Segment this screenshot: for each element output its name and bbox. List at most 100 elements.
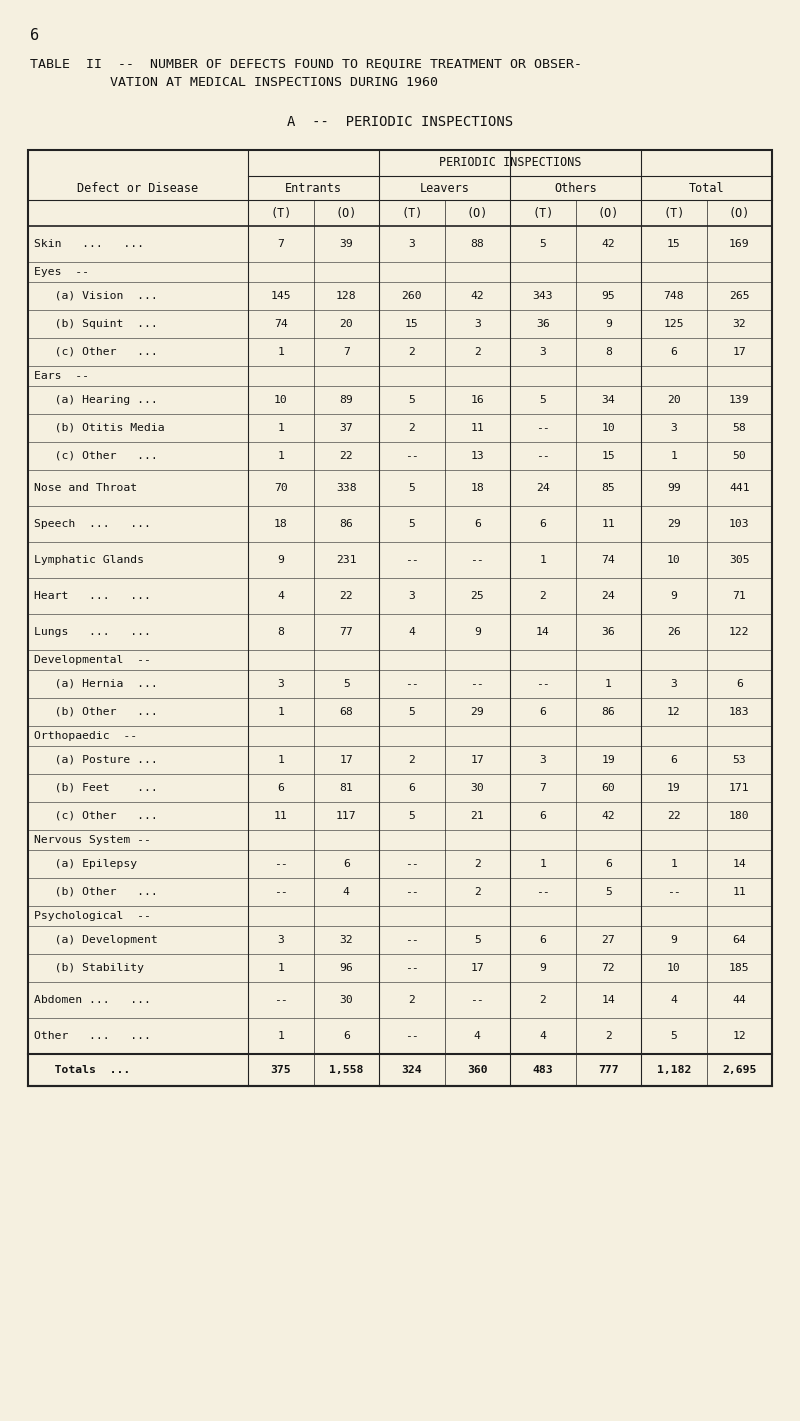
Text: 77: 77 (339, 627, 353, 637)
Text: (a) Posture ...: (a) Posture ... (34, 755, 158, 764)
Text: 21: 21 (470, 811, 484, 821)
Text: TABLE  II  --  NUMBER OF DEFECTS FOUND TO REQUIRE TREATMENT OR OBSER-: TABLE II -- NUMBER OF DEFECTS FOUND TO R… (30, 58, 582, 71)
Text: 265: 265 (729, 291, 750, 301)
Text: 19: 19 (667, 783, 681, 793)
Text: 17: 17 (339, 755, 353, 764)
Text: 18: 18 (470, 483, 484, 493)
Text: 29: 29 (470, 708, 484, 718)
Text: 25: 25 (470, 591, 484, 601)
Text: 1,558: 1,558 (329, 1064, 363, 1076)
Text: 42: 42 (602, 239, 615, 249)
Text: 1: 1 (539, 556, 546, 566)
Text: --: -- (470, 679, 484, 689)
Text: 6: 6 (30, 28, 39, 43)
Text: 53: 53 (732, 755, 746, 764)
Text: 64: 64 (732, 935, 746, 945)
Text: 16: 16 (470, 395, 484, 405)
Text: 10: 10 (602, 423, 615, 433)
Text: --: -- (405, 935, 418, 945)
Text: --: -- (667, 887, 681, 897)
Text: 19: 19 (602, 755, 615, 764)
Text: 9: 9 (278, 556, 284, 566)
Text: 4: 4 (474, 1032, 481, 1042)
Text: 12: 12 (732, 1032, 746, 1042)
Text: 2: 2 (408, 995, 415, 1005)
Text: Other   ...   ...: Other ... ... (34, 1032, 151, 1042)
Text: 10: 10 (667, 963, 681, 973)
Text: 11: 11 (602, 519, 615, 529)
Text: (c) Other   ...: (c) Other ... (34, 811, 158, 821)
Text: Leavers: Leavers (419, 182, 470, 195)
Text: (c) Other   ...: (c) Other ... (34, 347, 158, 357)
Text: 3: 3 (278, 679, 284, 689)
Text: 10: 10 (274, 395, 288, 405)
Text: 7: 7 (278, 239, 284, 249)
Text: 5: 5 (408, 483, 415, 493)
Text: (a) Development: (a) Development (34, 935, 158, 945)
Text: --: -- (405, 679, 418, 689)
Text: 1,182: 1,182 (657, 1064, 691, 1076)
Text: 6: 6 (408, 783, 415, 793)
Text: 74: 74 (274, 318, 288, 330)
Text: 5: 5 (605, 887, 612, 897)
Text: 5: 5 (408, 395, 415, 405)
Text: --: -- (536, 679, 550, 689)
Text: 4: 4 (408, 627, 415, 637)
Text: 89: 89 (339, 395, 353, 405)
Text: 139: 139 (729, 395, 750, 405)
Text: --: -- (405, 450, 418, 460)
Text: 7: 7 (539, 783, 546, 793)
Text: 42: 42 (602, 811, 615, 821)
Text: 6: 6 (278, 783, 284, 793)
Text: 1: 1 (278, 963, 284, 973)
Bar (28, 151, 772, 1086)
Text: 5: 5 (539, 395, 546, 405)
Text: 2: 2 (408, 755, 415, 764)
Text: 11: 11 (274, 811, 288, 821)
Text: 1: 1 (278, 708, 284, 718)
Text: 3: 3 (408, 239, 415, 249)
Text: 95: 95 (602, 291, 615, 301)
Text: 29: 29 (667, 519, 681, 529)
Text: 14: 14 (536, 627, 550, 637)
Text: 36: 36 (536, 318, 550, 330)
Text: 6: 6 (605, 860, 612, 870)
Text: 37: 37 (339, 423, 353, 433)
Text: 2: 2 (539, 591, 546, 601)
Text: 39: 39 (339, 239, 353, 249)
Text: 1: 1 (605, 679, 612, 689)
Text: 99: 99 (667, 483, 681, 493)
Text: 60: 60 (602, 783, 615, 793)
Text: (O): (O) (466, 206, 488, 219)
Text: (b) Other   ...: (b) Other ... (34, 708, 158, 718)
Text: 2: 2 (474, 887, 481, 897)
Text: 2: 2 (408, 347, 415, 357)
Text: 7: 7 (343, 347, 350, 357)
Text: 6: 6 (670, 755, 677, 764)
Text: Psychological  --: Psychological -- (34, 911, 151, 921)
Text: 70: 70 (274, 483, 288, 493)
Text: 15: 15 (667, 239, 681, 249)
Text: --: -- (405, 860, 418, 870)
Text: 17: 17 (732, 347, 746, 357)
Text: --: -- (536, 423, 550, 433)
Text: 14: 14 (602, 995, 615, 1005)
Text: 360: 360 (467, 1064, 487, 1076)
Text: --: -- (405, 963, 418, 973)
Text: 85: 85 (602, 483, 615, 493)
Text: Totals  ...: Totals ... (34, 1064, 130, 1076)
Text: 6: 6 (539, 935, 546, 945)
Text: 68: 68 (339, 708, 353, 718)
Text: 20: 20 (339, 318, 353, 330)
Text: 3: 3 (670, 679, 677, 689)
Text: 260: 260 (402, 291, 422, 301)
Text: 17: 17 (470, 963, 484, 973)
Text: 4: 4 (539, 1032, 546, 1042)
Text: Ears  --: Ears -- (34, 371, 89, 381)
Text: 30: 30 (339, 995, 353, 1005)
Text: PERIODIC INSPECTIONS: PERIODIC INSPECTIONS (438, 156, 582, 169)
Text: 81: 81 (339, 783, 353, 793)
Text: (O): (O) (729, 206, 750, 219)
Text: 3: 3 (539, 347, 546, 357)
Text: (T): (T) (663, 206, 685, 219)
